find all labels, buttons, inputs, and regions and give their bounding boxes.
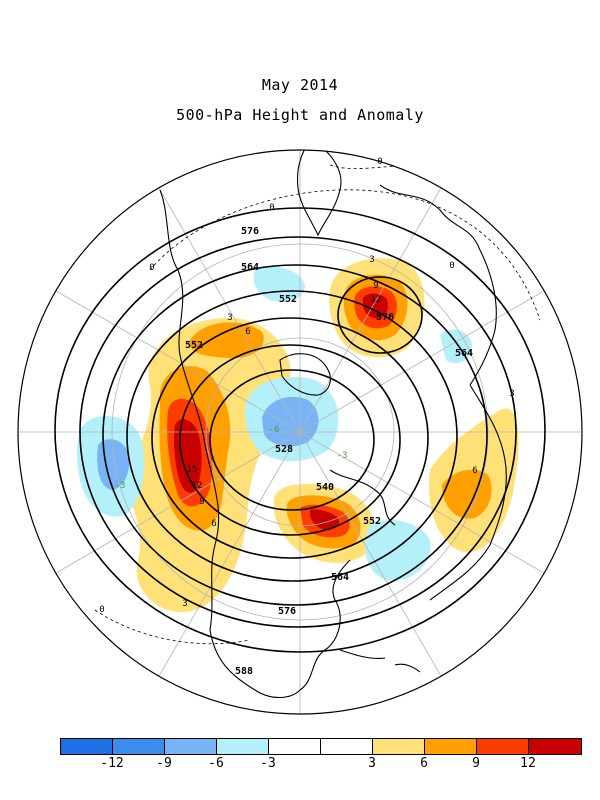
- colorbar-swatch: [113, 739, 165, 754]
- anomaly-label: -6: [269, 425, 280, 435]
- anomaly-label: 12: [192, 481, 203, 491]
- anomaly-neg3-siberia: [365, 520, 431, 581]
- anomaly-label: 3: [182, 599, 187, 609]
- map-body: [18, 150, 582, 714]
- colorbar-swatch: [425, 739, 477, 754]
- anomaly-pos3-sw: [139, 538, 228, 606]
- height-label: 576: [376, 312, 394, 323]
- anomaly-label: 12: [371, 295, 382, 305]
- anomaly-label: 0: [99, 605, 104, 615]
- anomaly-pos12-eur: [309, 509, 340, 530]
- coast-arctic-islands: [279, 353, 331, 396]
- anomaly-label: 6: [472, 466, 477, 476]
- colorbar-tick-label: -12: [100, 756, 124, 771]
- anomaly-label: 0: [377, 157, 382, 167]
- colorbar-swatch: [321, 739, 373, 754]
- colorbar-tick-label: -6: [208, 756, 224, 771]
- globe-outline: [17, 149, 583, 715]
- anomaly-contours: [94, 164, 541, 645]
- anomaly-label: 0: [449, 261, 454, 271]
- height-label: 540: [316, 482, 334, 493]
- colorbar-tick-label: 9: [472, 756, 480, 771]
- colorbar-swatch: [217, 739, 269, 754]
- anomaly-label: 0: [149, 263, 154, 273]
- anomaly-pos3-nw: [189, 322, 264, 359]
- colorbar-ticks: -12 -9 -6 -3 3 6 9 12: [0, 756, 600, 776]
- height-label: 552: [185, 340, 203, 351]
- coast-north-america: [159, 189, 301, 699]
- anomaly-label-group: 0 0 0 0 0 3 6 9 12 15 12 9 6 3 6 3 3 -3 …: [99, 157, 514, 615]
- anomaly-neg6-pole: [262, 396, 319, 447]
- anomaly-neg6-pac: [97, 439, 130, 490]
- colorbar-tick-label: 3: [368, 756, 376, 771]
- anomaly-label: 9: [373, 281, 378, 291]
- anomaly-pos12-wna: [173, 419, 202, 493]
- anomaly-label: 15: [187, 465, 198, 475]
- coast-east-america: [299, 559, 351, 691]
- anomaly-shading: [77, 258, 519, 612]
- anomaly-label: 3: [227, 313, 232, 323]
- colorbar: [60, 738, 582, 755]
- coast-caribbean: [339, 649, 421, 673]
- colorbar-swatch: [269, 739, 321, 754]
- coast-siberia: [329, 469, 396, 526]
- colorbar-swatch: [165, 739, 217, 754]
- map-subtitle: 500-hPa Height and Anomaly: [176, 106, 424, 124]
- height-label: 576: [278, 606, 296, 617]
- coast-greenland: [296, 150, 342, 237]
- colorbar-swatch: [529, 739, 581, 754]
- height-label: 552: [363, 516, 381, 527]
- height-label: 576: [241, 226, 259, 237]
- coast-asia: [429, 384, 507, 601]
- anomaly-label: -3: [115, 481, 126, 491]
- colorbar-swatch: [61, 739, 113, 754]
- anomaly-label: 3: [369, 255, 374, 265]
- map-title: May 2014: [261, 76, 339, 94]
- colorbar-swatch: [477, 739, 529, 754]
- height-label: 588: [235, 666, 253, 677]
- anomaly-label: -3: [337, 451, 348, 461]
- colorbar-tick-label: -3: [260, 756, 276, 771]
- anomaly-label: 6: [211, 519, 216, 529]
- colorbar-tick-label: -9: [156, 756, 172, 771]
- anomaly-label: 9: [199, 497, 204, 507]
- colorbar-tick-label: 12: [520, 756, 536, 771]
- anomaly-label: 6: [245, 327, 250, 337]
- height-label: 564: [331, 572, 349, 583]
- height-label: 564: [455, 348, 473, 359]
- height-contours: [54, 207, 546, 653]
- height-label: 528: [275, 444, 293, 455]
- colorbar-tick-label: 6: [420, 756, 428, 771]
- height-label-group: 576 564 552 552 528 540 552 564 576 576 …: [185, 226, 473, 677]
- anomaly-label: 3: [509, 389, 514, 399]
- height-label: 564: [241, 262, 259, 273]
- colorbar-swatch: [373, 739, 425, 754]
- anomaly-label: 0: [269, 203, 274, 213]
- height-label: 552: [279, 294, 297, 305]
